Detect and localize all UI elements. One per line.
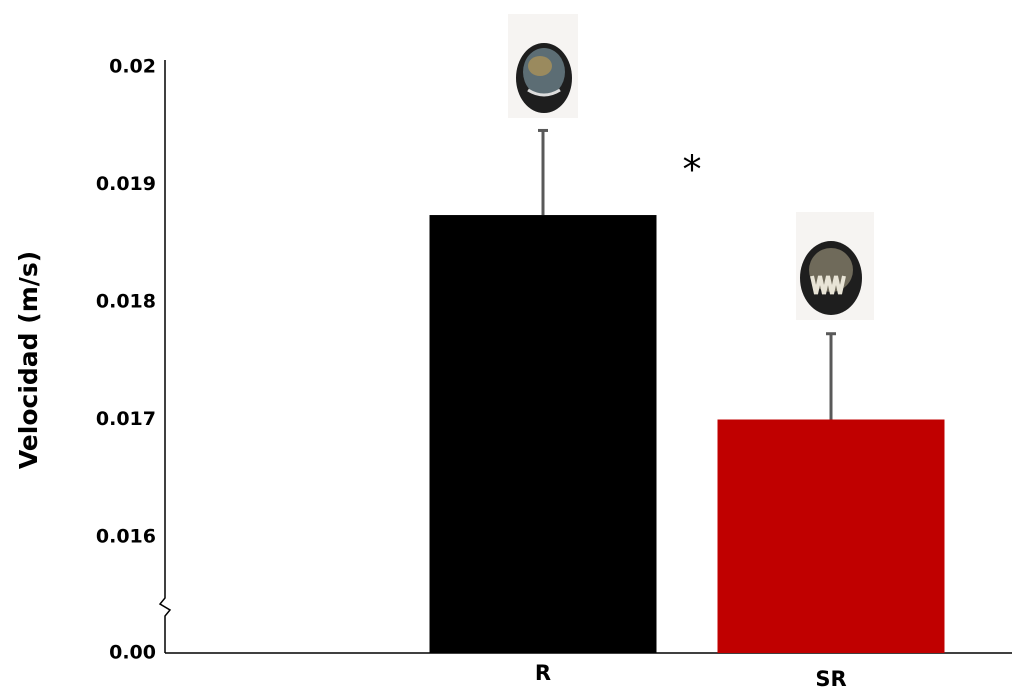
y-tick-label: 0.017	[96, 408, 156, 430]
chart: Velocidad (m/s) * 0.00 0.016 0.017 0.018 0.0…	[0, 0, 1012, 690]
significance-annotation: *	[683, 148, 702, 192]
page: {"chart_data": {"type": "bar", "y_label"…	[0, 0, 1012, 690]
y-axis	[160, 60, 170, 653]
y-tick-label: 0.00	[109, 642, 156, 664]
y-tick-label: 0.02	[109, 56, 156, 78]
x-tick-label: R	[535, 661, 551, 685]
snail-icon	[796, 212, 874, 320]
bar	[430, 215, 657, 653]
y-tick-label: 0.018	[96, 291, 156, 313]
x-tick-label: SR	[815, 667, 846, 690]
y-tick-label: 0.016	[96, 526, 156, 548]
y-tick-label: 0.019	[96, 173, 156, 195]
y-axis-label: Velocidad (m/s)	[14, 251, 43, 469]
snail-icon	[508, 14, 578, 118]
bar	[718, 420, 945, 654]
